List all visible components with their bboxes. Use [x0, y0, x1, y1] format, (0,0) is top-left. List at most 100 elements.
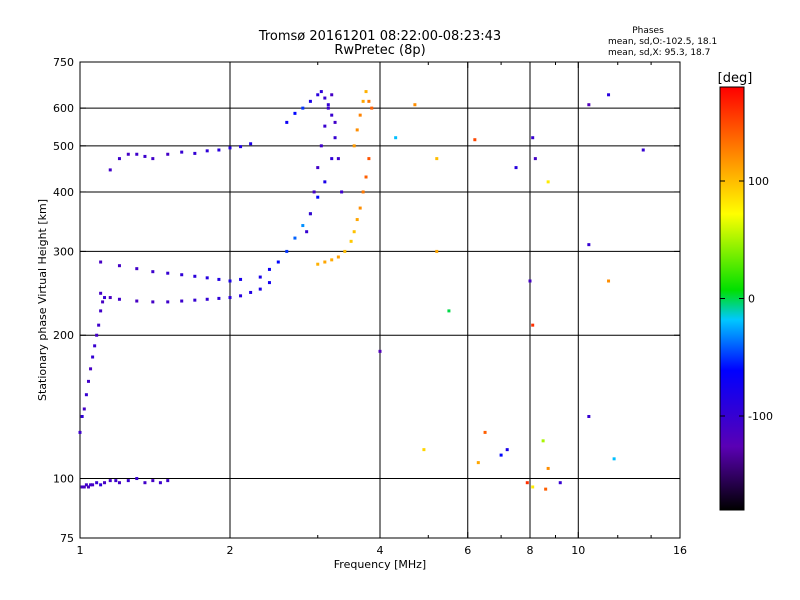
colorbar-tick-label: -100 — [748, 410, 773, 423]
colorbar-label: [deg] — [718, 71, 753, 86]
echo-point — [499, 453, 503, 457]
echo-point — [612, 457, 616, 461]
echo-point — [558, 481, 562, 485]
echo-point — [117, 297, 121, 301]
echo-point — [239, 294, 243, 298]
echo-point — [330, 157, 334, 161]
echo-point — [514, 166, 518, 170]
echo-point — [323, 180, 327, 184]
echo-point — [228, 279, 232, 283]
echo-point — [305, 230, 309, 234]
echo-point — [249, 142, 253, 146]
echo-point — [103, 296, 107, 300]
echo-point — [607, 93, 611, 97]
echo-point — [151, 300, 155, 304]
echo-point — [293, 236, 297, 240]
colorbar-tick-label: 100 — [748, 175, 769, 188]
echo-point — [86, 379, 90, 383]
echo-point — [301, 106, 305, 110]
echo-point — [101, 300, 105, 304]
echo-point — [531, 323, 535, 327]
echo-point — [531, 136, 535, 140]
echo-point — [80, 485, 84, 489]
echo-point — [323, 260, 327, 264]
y-tick-label: 100 — [53, 473, 74, 486]
echo-point — [378, 349, 382, 353]
echo-point — [108, 296, 112, 300]
y-tick-label: 750 — [53, 56, 74, 69]
y-axis-label: Stationary phase Virtual Height [km] — [36, 199, 49, 401]
echo-point — [326, 106, 330, 110]
echo-point — [336, 255, 340, 259]
echo-point — [355, 218, 359, 222]
echo-point — [99, 483, 103, 487]
echo-point — [151, 270, 155, 274]
echo-point — [143, 481, 147, 485]
data-points — [78, 90, 645, 491]
echo-point — [319, 90, 323, 94]
echo-point — [587, 243, 591, 247]
echo-point — [358, 113, 362, 117]
echo-point — [546, 466, 550, 470]
echo-point — [323, 124, 327, 128]
chart-subtitle: RwPretec (8p) — [334, 43, 425, 58]
chart-title: Tromsø 20161201 08:22:00-08:23:43 — [258, 29, 501, 44]
echo-point — [525, 481, 529, 485]
echo-point — [367, 157, 371, 161]
echo-point — [447, 309, 451, 313]
echo-point — [473, 138, 477, 142]
echo-point — [151, 157, 155, 161]
echo-point — [135, 152, 139, 156]
x-tick-label: 4 — [377, 544, 384, 557]
echo-point — [166, 152, 170, 156]
y-tick-label: 400 — [53, 186, 74, 199]
echo-point — [333, 136, 337, 140]
echo-point — [435, 249, 439, 253]
echo-point — [151, 479, 155, 483]
echo-point — [135, 299, 139, 303]
echo-point — [308, 99, 312, 103]
echo-point — [258, 287, 262, 291]
echo-point — [91, 483, 95, 487]
x-axis-label: Frequency [MHz] — [334, 558, 426, 571]
y-tick-label: 600 — [53, 102, 74, 115]
echo-point — [99, 260, 103, 264]
echo-point — [158, 481, 162, 485]
echo-point — [135, 477, 139, 481]
echo-point — [95, 333, 99, 337]
echo-point — [641, 148, 645, 152]
echo-point — [361, 99, 365, 103]
echo-point — [316, 262, 320, 266]
stats-line-x: mean, sd,X: 95.3, 18.7 — [608, 48, 710, 58]
echo-point — [228, 146, 232, 150]
echo-point — [108, 168, 112, 172]
echo-point — [330, 113, 334, 117]
echo-point — [358, 206, 362, 210]
echo-point — [267, 281, 271, 285]
stats-header: Phases — [632, 26, 664, 36]
y-tick-label: 300 — [53, 245, 74, 258]
echo-point — [435, 157, 439, 161]
y-tick-label: 75 — [60, 532, 74, 545]
y-tick-label: 500 — [53, 140, 74, 153]
echo-point — [505, 448, 509, 452]
echo-point — [166, 300, 170, 304]
echo-point — [135, 267, 139, 271]
echo-point — [293, 111, 297, 115]
colorbar-tick-label: 0 — [748, 293, 755, 306]
echo-point — [546, 180, 550, 184]
echo-point — [228, 296, 232, 300]
echo-point — [483, 430, 487, 434]
echo-point — [422, 448, 426, 452]
echo-point — [316, 93, 320, 97]
echo-point — [217, 296, 221, 300]
echo-point — [95, 481, 99, 485]
echo-point — [323, 96, 327, 100]
echo-point — [180, 299, 184, 303]
echo-point — [91, 355, 95, 359]
echo-point — [531, 485, 535, 489]
echo-point — [316, 166, 320, 170]
echo-point — [117, 481, 121, 485]
echo-point — [103, 481, 107, 485]
